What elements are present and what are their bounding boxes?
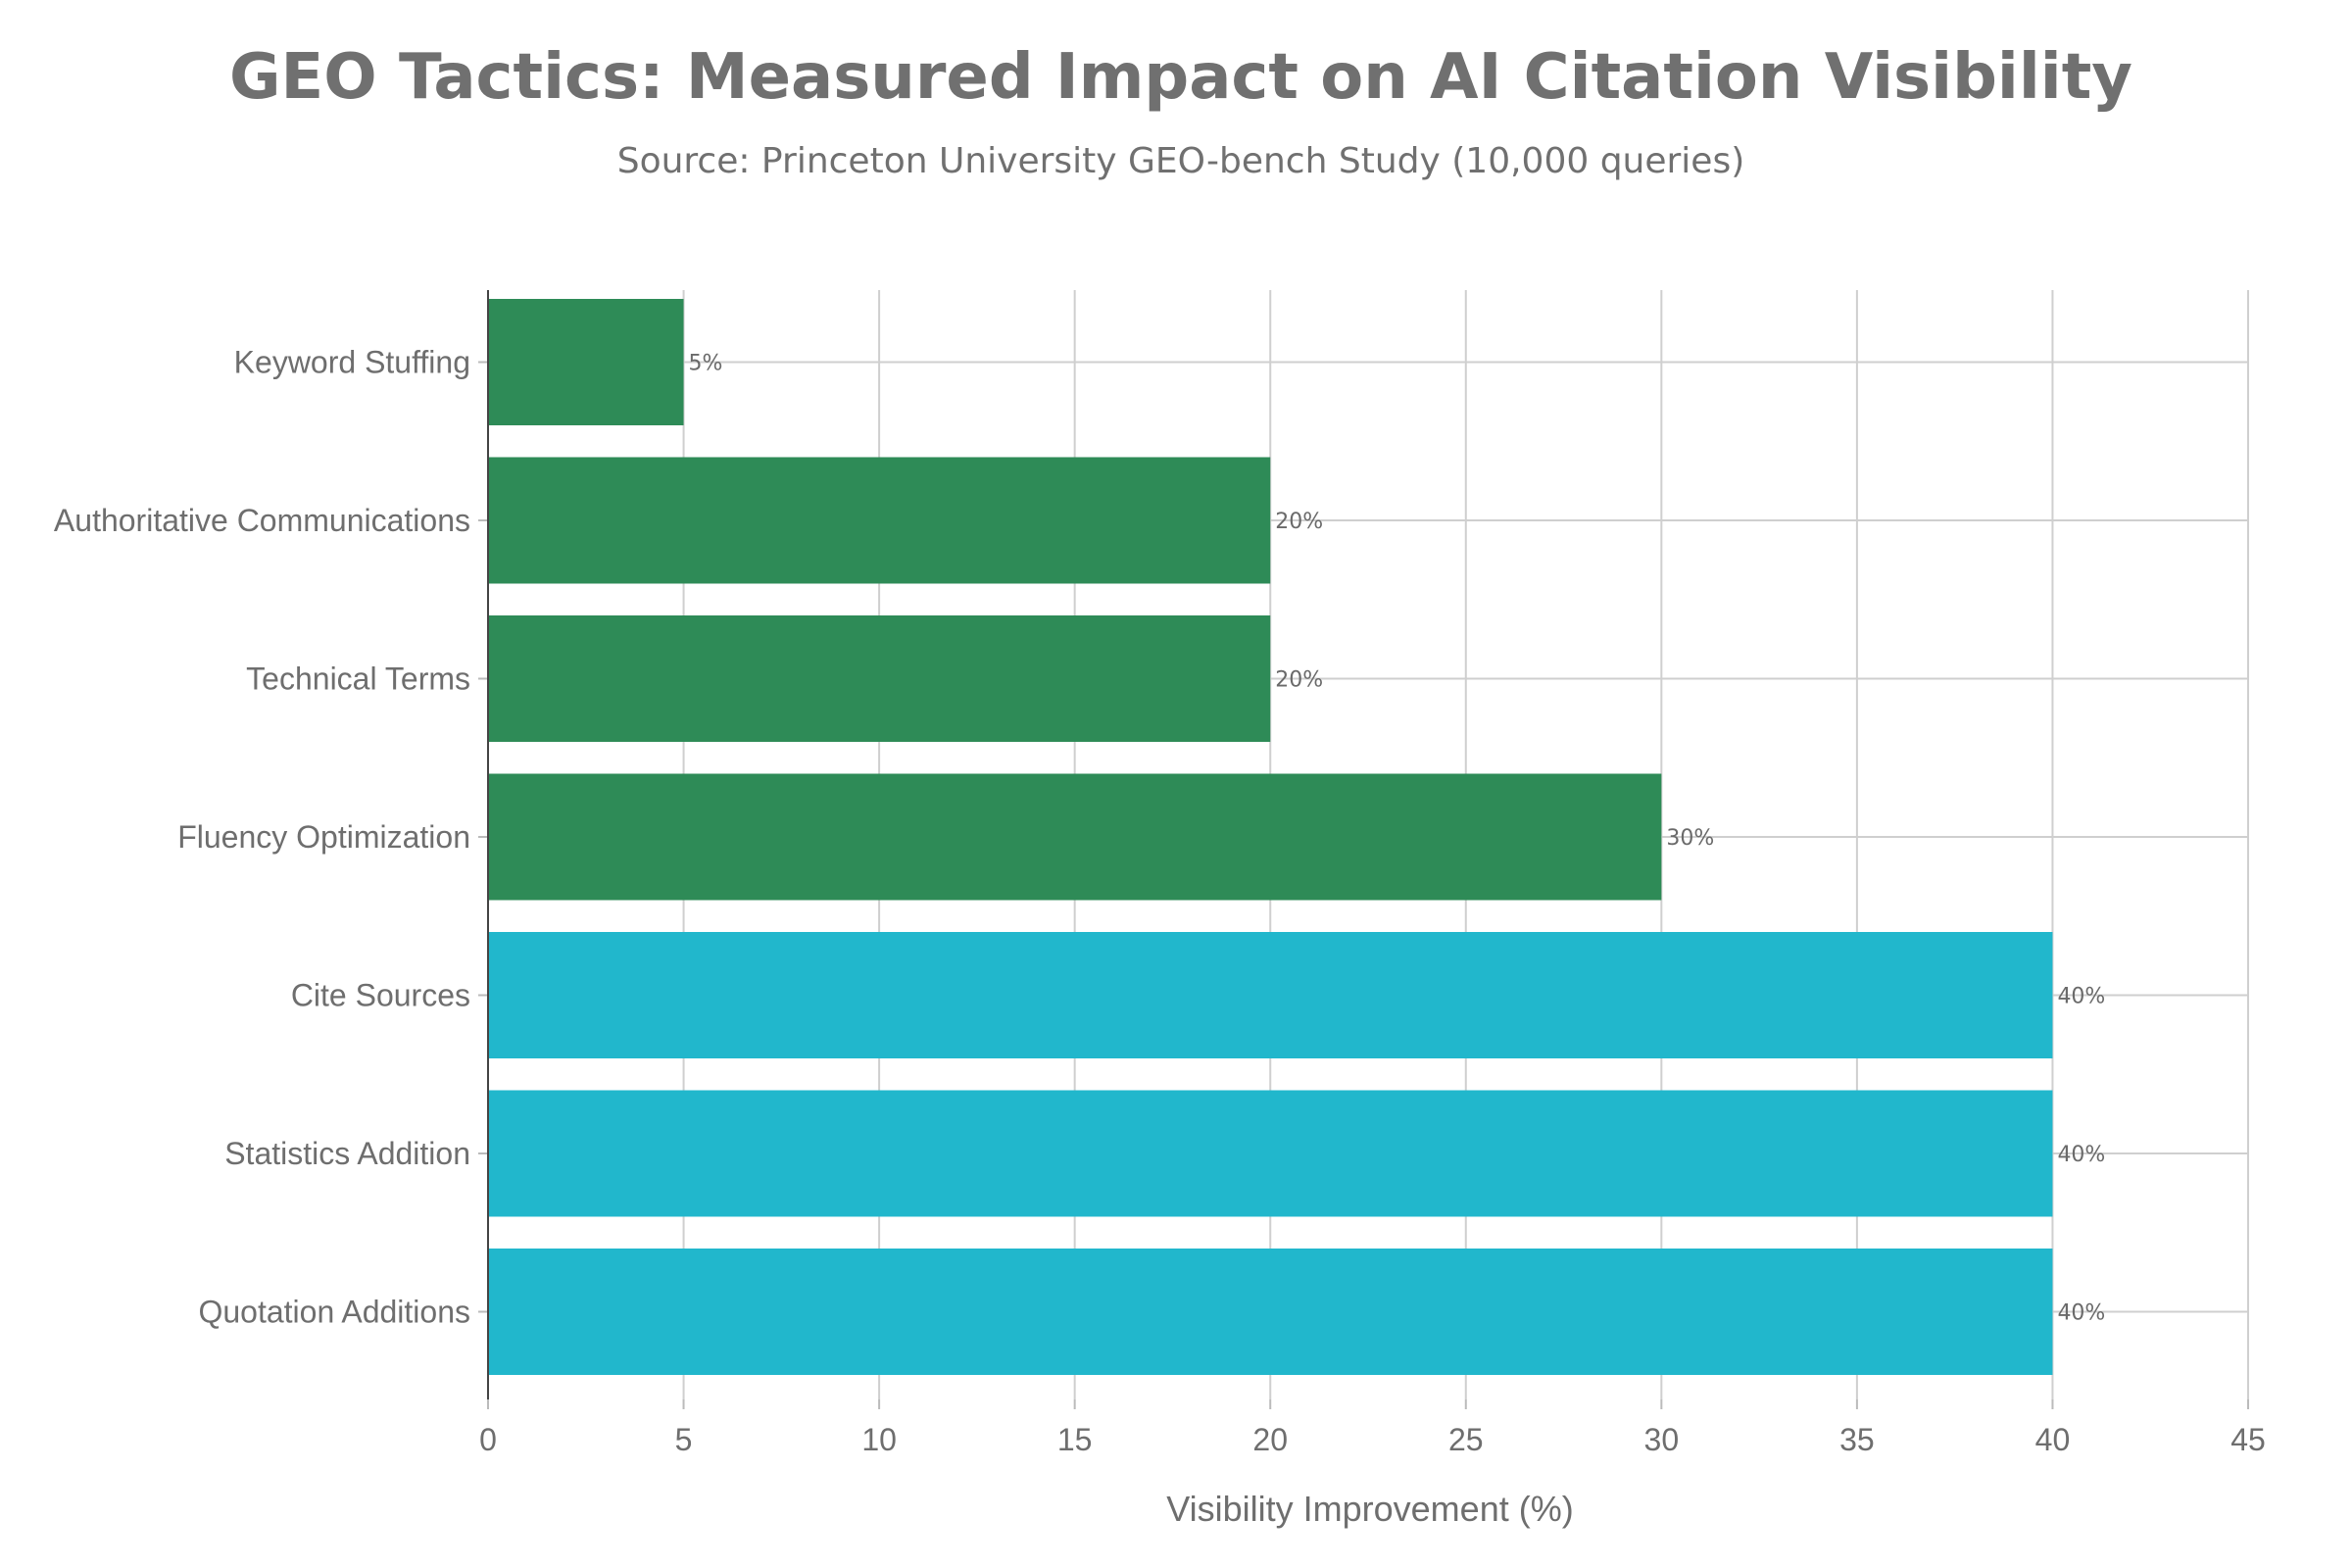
x-tick-label: 25	[1448, 1422, 1484, 1457]
category-label: Authoritative Communications	[54, 503, 470, 538]
chart-title: GEO Tactics: Measured Impact on AI Citat…	[229, 41, 2132, 114]
x-tick-label: 20	[1252, 1422, 1288, 1457]
data-label: 40%	[2057, 1143, 2105, 1167]
x-tick-label: 5	[675, 1422, 693, 1457]
axis-layer	[478, 290, 2249, 1409]
bar	[488, 1249, 2053, 1375]
category-label: Quotation Additions	[198, 1295, 470, 1330]
data-label: 20%	[1275, 510, 1323, 534]
x-tick-label: 0	[479, 1422, 497, 1457]
bar	[488, 1090, 2053, 1217]
bar	[488, 299, 684, 425]
bar-layer	[488, 299, 2053, 1375]
x-tick-label: 30	[1644, 1422, 1680, 1457]
bar	[488, 457, 1271, 584]
data-label: 5%	[689, 352, 723, 376]
category-label: Technical Terms	[246, 662, 470, 697]
category-label: Cite Sources	[291, 978, 470, 1013]
x-tick-label: 45	[2230, 1422, 2266, 1457]
data-label: 40%	[2057, 985, 2105, 1009]
label-layer: 0 5 10 15 20 25 30 35 40 45 Keyword Stuffing 5% Auth…	[54, 345, 2266, 1458]
bar	[488, 932, 2053, 1058]
x-tick-label: 35	[1839, 1422, 1875, 1457]
bar	[488, 773, 1662, 901]
x-axis-title: Visibility Improvement (%)	[1166, 1489, 1573, 1529]
data-label: 40%	[2057, 1301, 2105, 1326]
x-tick-label: 40	[2035, 1422, 2071, 1457]
data-label: 20%	[1275, 668, 1323, 693]
data-label: 30%	[1666, 826, 1714, 851]
x-tick-label: 10	[861, 1422, 897, 1457]
x-tick-label: 15	[1057, 1422, 1093, 1457]
category-label: Fluency Optimization	[177, 819, 470, 855]
bar	[488, 615, 1271, 742]
chart-subtitle: Source: Princeton University GEO-bench S…	[617, 141, 1745, 181]
category-label: Keyword Stuffing	[234, 345, 470, 380]
category-label: Statistics Addition	[224, 1136, 470, 1171]
